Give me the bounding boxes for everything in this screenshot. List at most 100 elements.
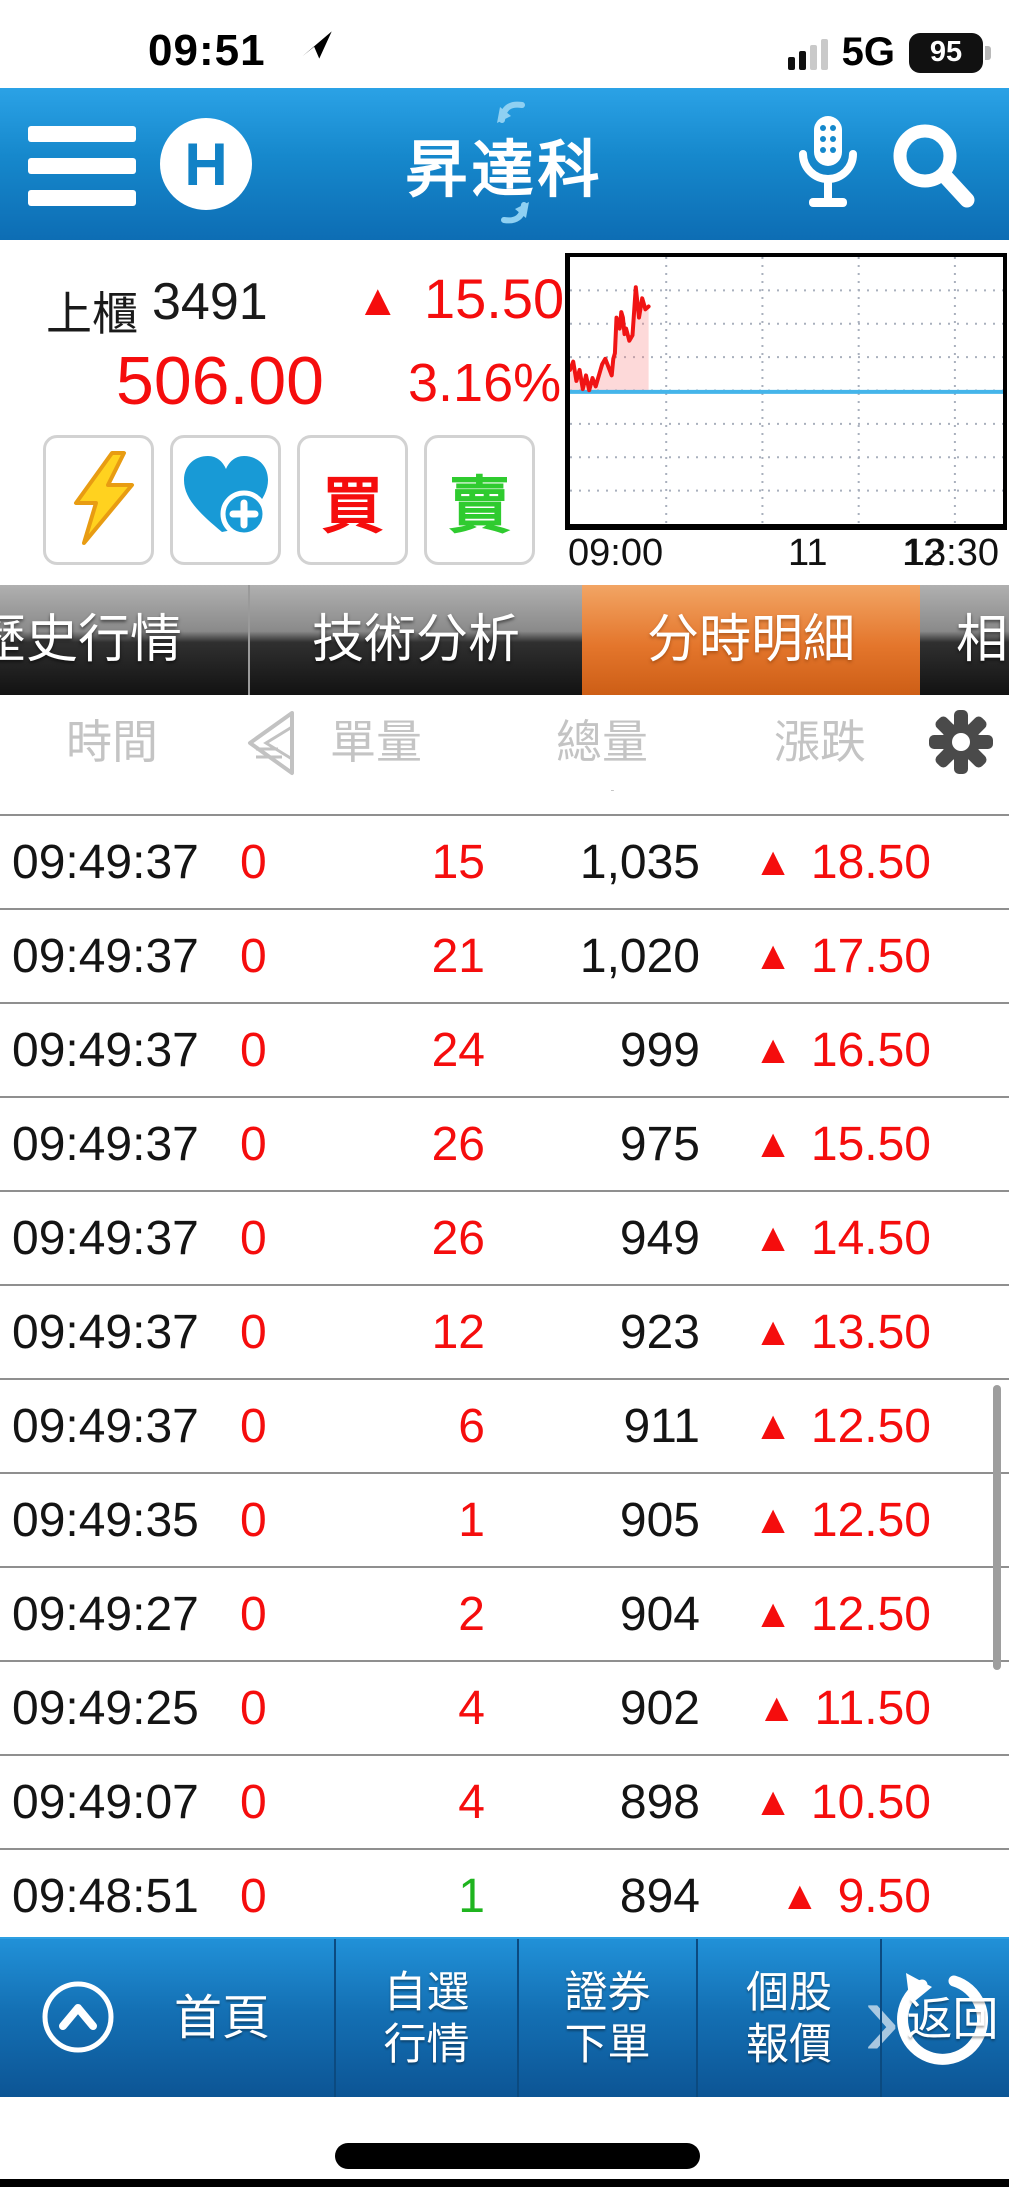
add-watchlist-button[interactable] <box>170 435 281 565</box>
cell-total-volume: 898 <box>619 1775 700 1829</box>
change-value: 15.50 <box>810 1117 931 1171</box>
cell-time: 09:49:37 <box>12 1023 199 1077</box>
nav-label-line: 行情 <box>383 2021 470 2069</box>
cell-change: ▲ 13.50 <box>700 1305 1009 1360</box>
refresh-down-icon <box>496 199 530 234</box>
buy-button[interactable]: 買 <box>297 435 408 565</box>
tick-table-body: 09:49:37041,039▲19.5009:49:370151,035▲18… <box>0 790 1009 1937</box>
tab-technical-analysis[interactable]: 技術分析 <box>248 585 582 695</box>
cell-time: 09:49:37 <box>12 835 199 889</box>
cell-total-volume: 1,039 <box>485 790 700 796</box>
table-row[interactable]: 09:49:37 0 21 1,020 ▲ 17.50 <box>0 910 1009 1004</box>
nav-item-securities-order[interactable]: 證券 下單 <box>517 1939 696 2099</box>
cell-change: ▲ 14.50 <box>700 1211 1009 1266</box>
nav-label-line: 個股 <box>746 1969 832 2017</box>
cell-total-volume: 911 <box>623 1399 700 1453</box>
column-header-time: 時間 <box>66 716 158 768</box>
tab-history-quotes[interactable]: 歷史行情 <box>0 611 182 669</box>
sell-button[interactable]: 賣 <box>424 435 535 565</box>
cell-change: ▲ 12.50 <box>700 1493 1009 1548</box>
scrollbar-thumb[interactable] <box>993 1385 1001 1670</box>
table-row[interactable]: 09:49:37 0 26 949 ▲ 14.50 <box>0 1192 1009 1286</box>
cell-unit-volume: 26 <box>431 1211 485 1265</box>
cell-bid: 0 <box>240 929 267 983</box>
cell-time: 09:49:37 <box>0 790 240 796</box>
cell-time: 09:49:25 <box>12 1681 199 1735</box>
table-row[interactable]: 09:49:37 0 6 911 ▲ 12.50 <box>0 1380 1009 1474</box>
x-tick-12: 12 <box>902 532 945 574</box>
cell-change: ▲ 15.50 <box>700 1117 1009 1172</box>
cell-total-volume: 904 <box>619 1587 700 1641</box>
cell-total-volume: 949 <box>619 1211 700 1265</box>
table-row[interactable]: 09:49:37 0 15 1,035 ▲ 18.50 <box>0 816 1009 910</box>
menu-icon[interactable] <box>28 126 136 206</box>
table-row[interactable]: 09:48:51 0 1 894 ▲ 9.50 <box>0 1850 1009 1937</box>
cell-total-volume: 894 <box>619 1869 700 1923</box>
cell-change: ▲ 18.50 <box>700 835 1009 890</box>
cell-time: 09:49:07 <box>12 1775 199 1829</box>
tab-tick-detail-active[interactable]: 分時明細 <box>582 585 920 695</box>
nav-label-home: 首頁 <box>174 1992 271 2045</box>
market-label: 上櫃 <box>46 288 138 340</box>
table-row[interactable]: 09:49:35 0 1 905 ▲ 12.50 <box>0 1474 1009 1568</box>
home-indicator[interactable] <box>335 2143 700 2169</box>
column-header-unit-volume: 單量 <box>330 716 422 768</box>
gear-icon[interactable] <box>927 708 995 781</box>
cell-total-volume: 975 <box>619 1117 700 1171</box>
cell-change: ▲ 10.50 <box>700 1775 1009 1830</box>
change-value: 12.50 <box>810 1493 931 1547</box>
cell-total-volume: 999 <box>619 1023 700 1077</box>
change-value: 9.50 <box>837 1869 931 1923</box>
cell-unit-volume: 1 <box>458 1869 485 1923</box>
nav-label-line: 報價 <box>746 2021 832 2069</box>
refresh-up-icon <box>496 96 530 131</box>
microphone-icon[interactable] <box>795 114 861 219</box>
heart-plus-icon <box>178 452 274 549</box>
table-row[interactable]: 09:49:27 0 2 904 ▲ 12.50 <box>0 1568 1009 1662</box>
flash-order-button[interactable] <box>43 435 154 565</box>
x-tick-1330: 13:30 <box>903 532 999 574</box>
nav-item-home[interactable]: 首頁 <box>0 1939 334 2099</box>
nav-item-watchlist-quotes[interactable]: 自選 行情 <box>334 1939 517 2099</box>
table-row[interactable]: 09:49:37041,039▲19.50 <box>0 790 1009 816</box>
table-row[interactable]: 09:49:37 0 24 999 ▲ 16.50 <box>0 1004 1009 1098</box>
cell-unit-volume: 12 <box>431 1305 485 1359</box>
change-value: 12.50 <box>810 1399 931 1453</box>
cell-bid: 0 <box>240 835 267 889</box>
cell-bid: 0 <box>240 1493 267 1547</box>
up-triangle-icon: ▲ <box>753 1310 793 1354</box>
change-value: 18.50 <box>810 835 931 889</box>
tab-related-info[interactable]: 相關資訊 <box>956 611 1009 669</box>
app-logo[interactable]: H <box>160 118 252 210</box>
up-triangle-icon: ▲ <box>753 1216 793 1260</box>
search-icon[interactable] <box>889 120 975 213</box>
cell-total-volume: 1,020 <box>579 929 700 983</box>
up-triangle-icon: ▲ <box>753 840 793 884</box>
cell-unit-volume: 4 <box>458 1681 485 1735</box>
cell-bid: 0 <box>240 1399 267 1453</box>
collapse-up-icon[interactable] <box>40 1979 116 2060</box>
up-triangle-icon: ▲ <box>753 1498 793 1542</box>
signal-bars-icon <box>787 36 828 70</box>
table-row[interactable]: 09:49:25 0 4 902 ▲ 11.50 <box>0 1662 1009 1756</box>
intraday-mini-chart[interactable] <box>565 253 1007 530</box>
cell-total-volume: 923 <box>619 1305 700 1359</box>
cell-bid: 0 <box>240 1305 267 1359</box>
page-title[interactable]: 昇達科 <box>405 136 604 205</box>
cell-bid: 0 <box>240 1117 267 1171</box>
inout-flag-icon[interactable] <box>234 709 304 782</box>
nav-label-line: 證券 <box>564 1969 651 2017</box>
change-value: 13.50 <box>810 1305 931 1359</box>
stock-code: 3491 <box>152 273 268 331</box>
table-row[interactable]: 09:49:37 0 26 975 ▲ 15.50 <box>0 1098 1009 1192</box>
nav-item-back[interactable]: 返回 <box>880 1939 1009 2099</box>
nav-item-stock-quote[interactable]: 個股 報價 › <box>696 1939 900 2099</box>
table-row[interactable]: 09:49:07 0 4 898 ▲ 10.50 <box>0 1756 1009 1850</box>
table-row[interactable]: 09:49:37 0 12 923 ▲ 13.50 <box>0 1286 1009 1380</box>
nav-label-line: 自選 <box>383 1969 470 2017</box>
cell-time: 09:49:37 <box>12 929 199 983</box>
current-price: 506.00 <box>116 343 324 419</box>
up-triangle-icon: ▲ <box>756 1686 797 1730</box>
change-value: 19.50 <box>811 790 931 796</box>
